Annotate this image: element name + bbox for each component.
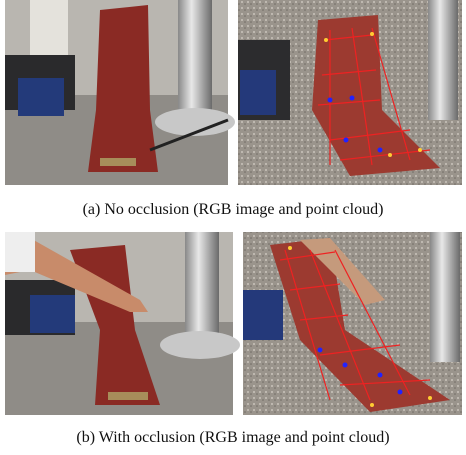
subfigure-caption: (a) No occlusion (RGB image and point cl…	[0, 201, 466, 219]
subfigure-caption: (b) With occlusion (RGB image and point …	[0, 429, 466, 447]
figure: (a) No occlusion (RGB image and point cl…	[0, 0, 466, 455]
point-cloud-b	[243, 232, 462, 415]
rgb-image-a	[5, 0, 235, 185]
point-cloud-a	[238, 0, 462, 185]
figure-images	[0, 0, 466, 455]
rgb-image-b	[5, 232, 240, 415]
